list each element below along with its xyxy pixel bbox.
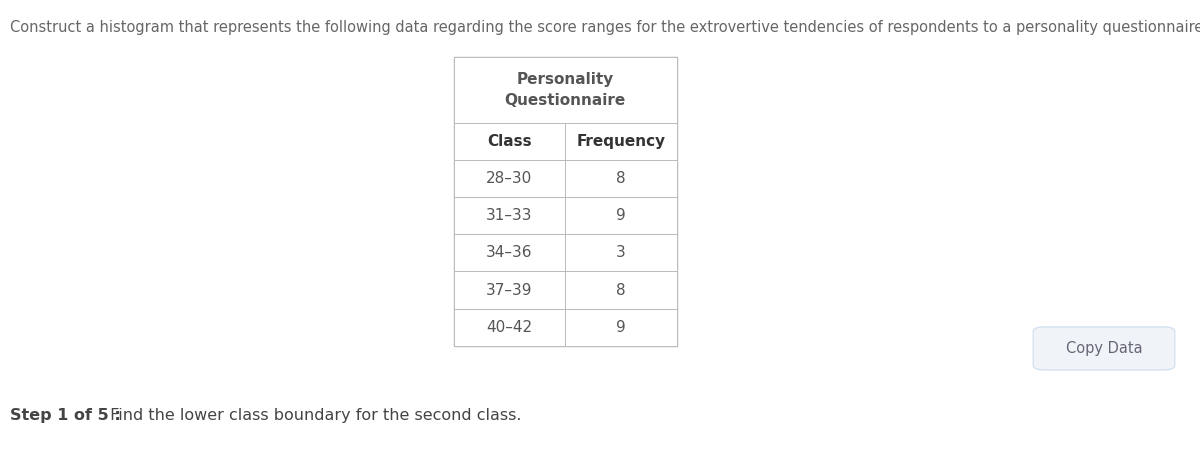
Text: 28–30: 28–30	[486, 171, 533, 186]
Text: 9: 9	[616, 320, 626, 335]
Text: Find the lower class boundary for the second class.: Find the lower class boundary for the se…	[104, 408, 521, 423]
Text: Frequency: Frequency	[576, 133, 666, 149]
Text: Copy Data: Copy Data	[1066, 341, 1142, 356]
Text: 8: 8	[616, 171, 626, 186]
Text: 40–42: 40–42	[486, 320, 533, 335]
Text: 37–39: 37–39	[486, 282, 533, 298]
Text: 9: 9	[616, 208, 626, 223]
Text: 34–36: 34–36	[486, 245, 533, 261]
Text: 3: 3	[616, 245, 626, 261]
Text: 8: 8	[616, 282, 626, 298]
Text: Class: Class	[487, 133, 532, 149]
Text: Construct a histogram that represents the following data regarding the score ran: Construct a histogram that represents th…	[10, 20, 1200, 35]
Text: Personality
Questionnaire: Personality Questionnaire	[504, 72, 626, 108]
Text: Step 1 of 5 :: Step 1 of 5 :	[10, 408, 126, 423]
Text: 31–33: 31–33	[486, 208, 533, 223]
